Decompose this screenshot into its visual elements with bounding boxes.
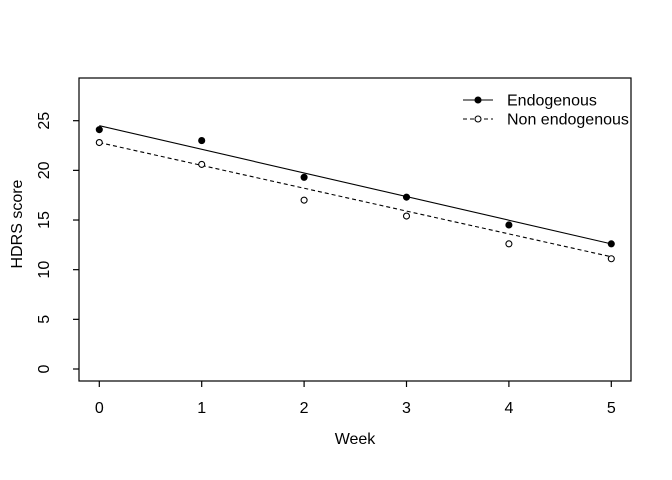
data-point-non-endogenous (505, 240, 513, 248)
data-point-non-endogenous (607, 255, 615, 263)
series-line-non-endogenous (99, 142, 612, 258)
data-point-endogenous (402, 193, 411, 201)
y-tick-label: 10 (36, 261, 53, 279)
y-tick-label: 20 (36, 161, 53, 179)
x-tick-label: 1 (197, 400, 206, 417)
plot-box (78, 77, 632, 382)
data-point-endogenous (505, 221, 513, 229)
legend-label: Non endogenous (507, 112, 629, 129)
data-point-non-endogenous (95, 139, 103, 147)
data-point-endogenous (95, 126, 103, 134)
y-axis-label: HDRS score (9, 179, 26, 269)
data-point-non-endogenous (300, 196, 308, 204)
y-tick-label: 5 (36, 315, 53, 324)
x-tick-label: 4 (504, 400, 513, 417)
data-point-non-endogenous (198, 160, 206, 168)
y-tick-label: 25 (36, 112, 53, 130)
x-tick-label: 5 (607, 400, 616, 417)
x-tick-label: 0 (95, 400, 104, 417)
x-tick-label: 3 (402, 400, 411, 417)
series-line-endogenous (99, 125, 612, 245)
legend-label: Endogenous (507, 93, 597, 110)
legend-marker-non-endogenous (474, 115, 482, 123)
y-tick-label: 0 (36, 364, 53, 373)
y-tick-label: 15 (36, 211, 53, 229)
data-point-endogenous (198, 137, 206, 145)
data-point-non-endogenous (402, 212, 411, 220)
x-axis-label: Week (334, 431, 376, 448)
x-tick-label: 2 (300, 400, 309, 417)
legend-marker-endogenous (474, 96, 482, 104)
data-point-endogenous (607, 240, 615, 248)
data-point-endogenous (300, 173, 308, 181)
